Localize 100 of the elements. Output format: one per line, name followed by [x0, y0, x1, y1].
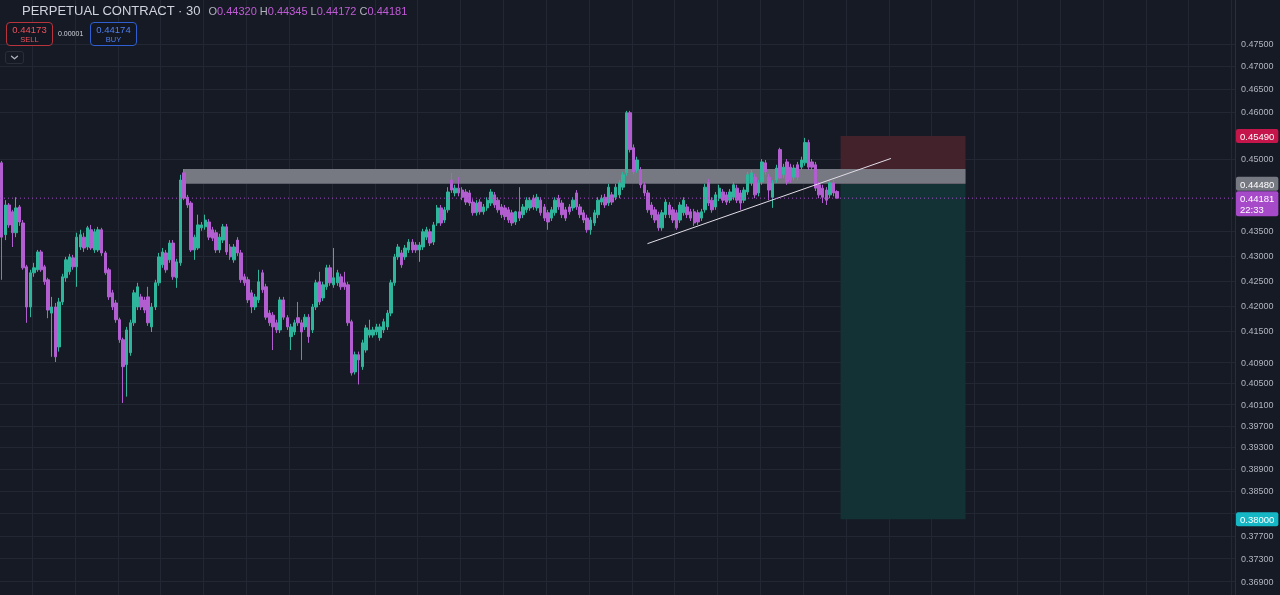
candlestick	[721, 188, 725, 204]
candlestick	[414, 241, 418, 254]
candlestick	[75, 232, 78, 288]
candlestick	[560, 199, 564, 219]
annotation: 0.45490	[1240, 131, 1275, 143]
candlestick	[585, 214, 589, 234]
annotation: 0.44174	[95, 24, 132, 35]
candlestick	[507, 206, 510, 224]
candlestick	[614, 183, 617, 201]
candlestick	[525, 196, 528, 214]
candlestick	[204, 214, 207, 231]
candlestick	[685, 203, 689, 219]
candlestick	[400, 249, 403, 269]
candlestick	[36, 249, 39, 273]
candlestick	[96, 226, 100, 253]
candlestick	[775, 164, 778, 184]
candlestick	[464, 188, 468, 206]
candlestick	[785, 158, 789, 186]
candlestick	[303, 313, 307, 331]
chart-subtitle: O0.44320 H0.44345 L0.44172 C0.44181	[208, 5, 408, 17]
candlestick	[610, 191, 614, 206]
candlestick	[535, 193, 539, 212]
candlestick	[771, 179, 774, 209]
candlestick	[168, 239, 171, 264]
candlestick	[821, 184, 824, 204]
y-tick-label: 0.43500	[1241, 226, 1274, 237]
candlestick	[503, 204, 507, 221]
candlestick	[807, 139, 810, 171]
candlestick	[689, 208, 692, 222]
candlestick	[0, 160, 3, 281]
annotation: 0.44480	[1240, 178, 1275, 190]
candlestick	[725, 191, 728, 206]
candlestick	[571, 196, 575, 212]
candlestick	[489, 188, 493, 207]
candlestick	[146, 286, 150, 327]
candlestick	[139, 293, 143, 311]
candlestick	[71, 254, 75, 271]
candlestick	[339, 273, 343, 291]
y-tick-label: 0.43000	[1241, 250, 1274, 261]
y-tick-label: 0.38500	[1241, 486, 1274, 497]
candlestick	[450, 172, 453, 194]
candlestick	[796, 161, 799, 181]
candlestick	[225, 223, 228, 256]
candlestick	[657, 211, 660, 232]
annotation: 0.38000	[1240, 514, 1275, 526]
candlestick	[353, 351, 357, 376]
candlestick	[50, 296, 53, 358]
candlestick	[164, 249, 168, 274]
candlestick	[696, 209, 700, 226]
y-tick-label: 0.42000	[1241, 300, 1274, 311]
candlestick	[278, 296, 282, 334]
candlestick	[307, 313, 310, 344]
candlestick	[439, 204, 443, 227]
candlestick	[332, 247, 335, 289]
candlestick	[510, 209, 514, 227]
candlestick	[767, 173, 771, 201]
candlestick	[214, 229, 218, 254]
candlestick	[289, 323, 293, 351]
candlestick	[171, 239, 175, 281]
candlestick	[328, 264, 332, 287]
candlestick	[753, 173, 757, 199]
candlestick	[782, 163, 785, 179]
y-tick-label: 0.41500	[1241, 326, 1274, 337]
candlestick	[493, 191, 496, 209]
candlestick	[732, 181, 735, 201]
candlestick	[89, 224, 93, 251]
candlestick	[514, 210, 517, 226]
candlestick	[14, 196, 18, 238]
candlestick	[803, 137, 807, 167]
y-tick-label: 0.42500	[1241, 275, 1274, 286]
y-tick-label: 0.46000	[1241, 107, 1274, 118]
candlestick	[678, 201, 682, 224]
y-tick-label: 0.39300	[1241, 442, 1274, 453]
y-tick-label: 0.37700	[1241, 531, 1274, 542]
candlestick	[357, 351, 360, 385]
y-tick-label: 0.36900	[1241, 576, 1274, 587]
candlestick	[86, 225, 89, 251]
y-tick-label: 0.46500	[1241, 84, 1274, 95]
candlestick	[693, 208, 696, 227]
candlestick	[4, 199, 7, 241]
candlestick	[378, 323, 382, 342]
candlestick	[82, 232, 86, 253]
annotation: 0.44173	[11, 24, 48, 35]
candlestick	[832, 179, 835, 197]
candlestick	[428, 228, 432, 247]
candlestick	[207, 218, 211, 241]
y-tick-label: 0.45000	[1241, 154, 1274, 165]
candlestick	[635, 156, 639, 174]
candlestick	[453, 184, 457, 197]
candlestick	[532, 194, 535, 211]
candlestick	[528, 196, 532, 212]
candlestick	[478, 198, 482, 216]
candlestick	[496, 196, 500, 214]
candlestick	[518, 186, 521, 222]
candlestick	[739, 189, 742, 211]
ref-line-label: 0.44181 22:33	[1240, 193, 1275, 216]
candlestick	[668, 201, 671, 219]
candlestick	[675, 209, 678, 231]
candlestick	[457, 176, 460, 197]
candlestick	[828, 179, 832, 199]
